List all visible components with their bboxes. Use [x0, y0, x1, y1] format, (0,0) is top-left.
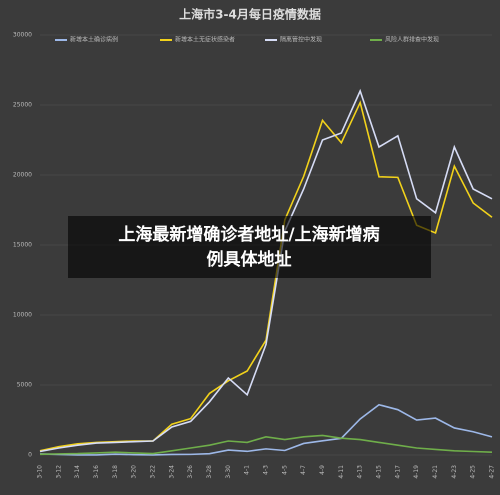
x-tick-label: 3-12 — [55, 465, 62, 479]
x-tick-label: 4-19 — [413, 465, 420, 479]
banner — [68, 216, 431, 278]
x-tick-label: 4-13 — [357, 465, 364, 479]
banner-text: 上海最新增确诊者地址/上海新增病 — [118, 224, 379, 245]
y-tick-label: 5000 — [17, 382, 32, 389]
x-tick-label: 4-25 — [470, 465, 477, 479]
plot: 0 5000 10000 15000 20000 25000 30000 3-10 3-12 3-… — [13, 32, 496, 479]
banner-text: 例具体地址 — [207, 249, 292, 270]
series-line — [39, 88, 493, 453]
y-tick-label: 20000 — [13, 172, 32, 179]
x-tick-label: 4-9 — [319, 465, 326, 475]
x-tick-label: 3-16 — [93, 465, 100, 479]
x-tick-label: 4-3 — [263, 465, 270, 475]
x-tick-label: 3-26 — [187, 465, 194, 479]
x-tick-label: 4-23 — [451, 465, 458, 479]
series-line — [39, 434, 493, 456]
x-tick-label: 3-14 — [74, 465, 81, 479]
legend-label: 风险人群排查中发现 — [385, 36, 439, 44]
chart-title: 上海市3-4月每日疫情数据 — [179, 7, 321, 22]
x-tick-label: 4-5 — [281, 465, 288, 475]
x-tick-label: 3-28 — [206, 465, 213, 479]
y-tick-label: 15000 — [13, 242, 32, 249]
x-tick-label: 4-1 — [244, 465, 251, 475]
x-tick-label: 3-18 — [112, 465, 119, 479]
x-tick-label: 4-7 — [300, 465, 307, 475]
x-tick-label: 3-20 — [131, 465, 138, 479]
legend-label: 新增本土确诊病例 — [70, 36, 118, 44]
x-tick-label: 4-11 — [338, 465, 345, 479]
y-tick-label: 0 — [28, 452, 32, 459]
y-tick-label: 10000 — [13, 312, 32, 319]
x-tick-label: 4-15 — [376, 465, 383, 479]
x-tick-label: 4-21 — [432, 465, 439, 479]
x-tick-label: 3-24 — [168, 465, 175, 479]
x-tick-label: 4-17 — [394, 465, 401, 479]
legend-label: 新增本土无症状感染者 — [175, 36, 235, 44]
x-tick-label: 3-10 — [37, 465, 44, 479]
x-tick-label: 3-22 — [150, 465, 157, 479]
y-tick-label: 25000 — [13, 102, 32, 109]
x-tick-label: 3-30 — [225, 465, 232, 479]
x-tick-label: 4-27 — [489, 465, 496, 479]
series-line — [39, 403, 493, 456]
legend-label: 隔离管控中发现 — [280, 36, 322, 44]
y-tick-label: 30000 — [13, 32, 32, 39]
